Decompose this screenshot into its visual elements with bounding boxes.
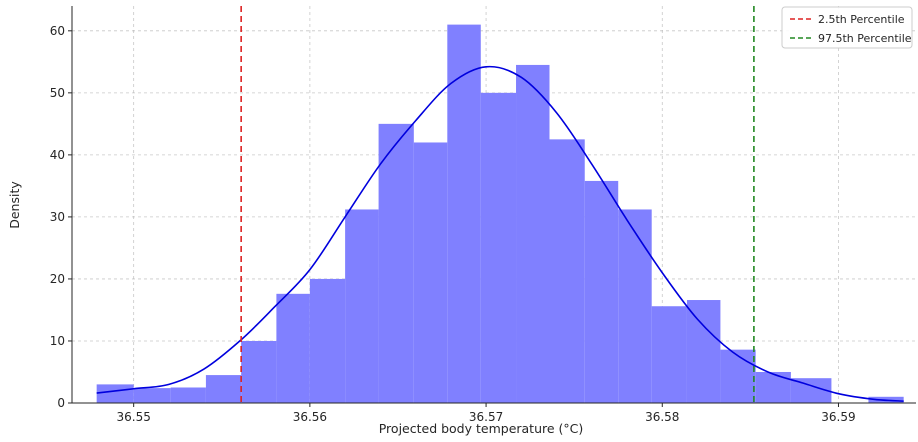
y-tick-label-1: 10	[50, 334, 65, 348]
histogram-bar-13	[549, 139, 585, 403]
histogram-bar-19	[755, 371, 791, 403]
histogram-bar-12	[516, 64, 550, 403]
legend-box	[781, 6, 913, 49]
kde-curve-layer	[96, 65, 904, 402]
y-tick-label-0: 0	[57, 396, 65, 410]
histogram-bar-8	[378, 123, 414, 403]
y-tick-label-3: 30	[50, 210, 65, 224]
legend-label-97-5th-percentile: 97.5th Percentile	[818, 32, 912, 45]
histogram-bar-15	[618, 209, 652, 403]
kde-curve	[96, 65, 904, 402]
histogram-bar-10	[447, 24, 481, 403]
x-tick-label-1: 36.56	[293, 410, 327, 424]
y-tick-label-4: 40	[50, 148, 65, 162]
histogram-bar-7	[345, 209, 379, 403]
x-axis-label: Projected body temperature (°C)	[379, 421, 584, 436]
y-tick-label-5: 50	[50, 86, 65, 100]
x-tick-label-3: 36.58	[645, 410, 679, 424]
histogram-bar-17	[686, 300, 721, 403]
histogram-bar-6	[309, 278, 346, 403]
histogram-bars	[96, 24, 904, 403]
histogram-bar-9	[413, 142, 448, 403]
histogram-bar-1	[133, 388, 171, 403]
histogram-bar-5	[276, 293, 310, 403]
histogram-bar-11	[480, 92, 517, 403]
y-axis-label: Density	[7, 181, 22, 229]
x-tick-label-4: 36.59	[821, 410, 855, 424]
histogram-bar-14	[584, 180, 619, 403]
axes	[71, 6, 916, 404]
y-tick-label-6: 60	[50, 24, 65, 38]
histogram-bar-0	[96, 384, 134, 403]
percentile-lines	[240, 6, 755, 403]
histogram-bar-16	[651, 306, 687, 403]
histogram-bar-4	[241, 340, 277, 403]
x-tick-label-2: 36.57	[469, 410, 503, 424]
x-tick-label-0: 36.55	[116, 410, 150, 424]
tick-labels: 36.55 36.56 36.57 36.58 36.59 0 10 20 30 40 50 60	[50, 24, 856, 424]
legend: 2.5th Percentile 97.5th Percentile	[781, 6, 913, 49]
legend-label-2-5th-percentile: 2.5th Percentile	[818, 13, 905, 26]
histogram-bar-3	[205, 375, 242, 403]
y-tick-label-2: 20	[50, 272, 65, 286]
histogram-bar-18	[720, 349, 756, 403]
histogram-bar-2	[170, 387, 206, 403]
